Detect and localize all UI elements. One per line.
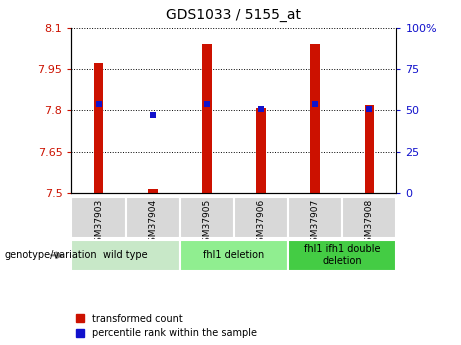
Text: fhl1 deletion: fhl1 deletion [203, 250, 265, 260]
Bar [342, 197, 396, 238]
Bar [288, 240, 396, 271]
Text: fhl1 ifh1 double
deletion: fhl1 ifh1 double deletion [304, 245, 380, 266]
Bar [234, 197, 288, 238]
Text: GSM37906: GSM37906 [256, 199, 266, 248]
Bar [71, 240, 180, 271]
Bar [256, 108, 266, 193]
Bar [288, 197, 342, 238]
Bar [71, 197, 125, 238]
Bar [125, 197, 180, 238]
Bar [148, 189, 158, 193]
Title: GDS1033 / 5155_at: GDS1033 / 5155_at [166, 8, 301, 22]
Bar [202, 44, 212, 193]
Text: GSM37907: GSM37907 [311, 199, 320, 248]
Bar [180, 240, 288, 271]
Text: genotype/variation: genotype/variation [5, 250, 97, 260]
Text: GSM37904: GSM37904 [148, 199, 157, 248]
Bar [94, 63, 103, 193]
Text: GSM37903: GSM37903 [94, 199, 103, 248]
Bar [365, 105, 374, 193]
Text: GSM37908: GSM37908 [365, 199, 374, 248]
Text: wild type: wild type [103, 250, 148, 260]
Bar [310, 44, 320, 193]
Legend: transformed count, percentile rank within the sample: transformed count, percentile rank withi… [77, 314, 257, 338]
Text: GSM37905: GSM37905 [202, 199, 212, 248]
Bar [180, 197, 234, 238]
